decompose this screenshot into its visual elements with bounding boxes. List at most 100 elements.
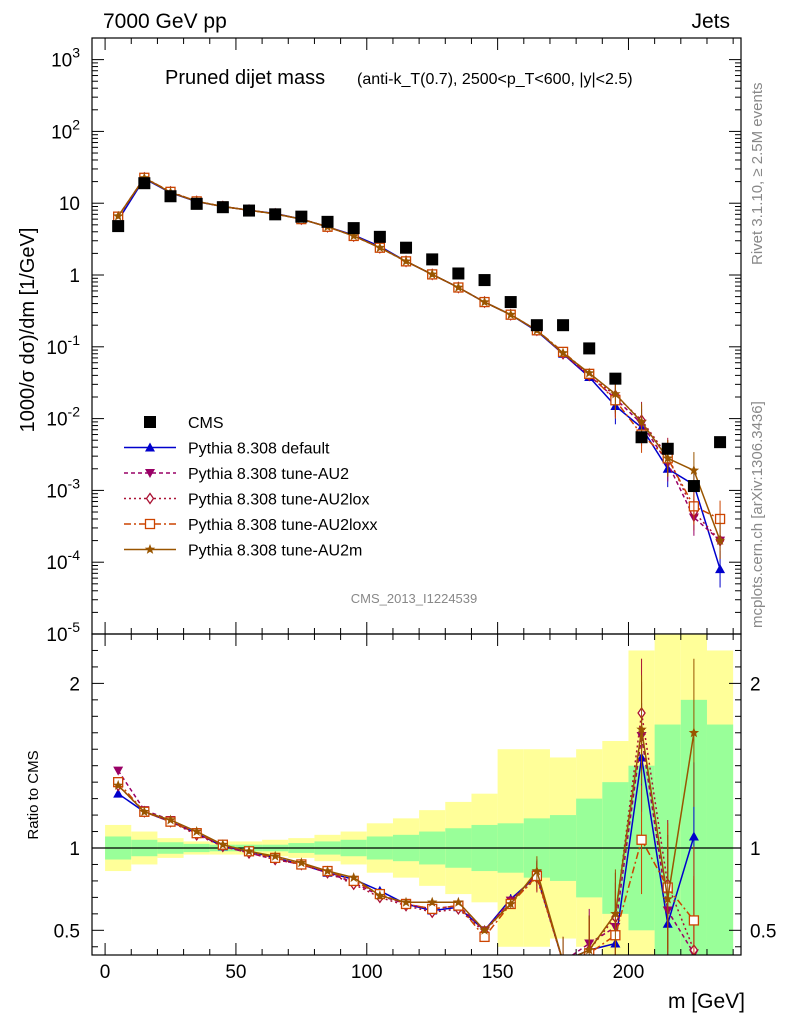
ratio-point bbox=[243, 845, 255, 856]
ratio-point bbox=[558, 956, 569, 966]
series-point bbox=[400, 255, 412, 266]
y-tick-label: 102 bbox=[51, 116, 80, 143]
ratio-tick-label-left: 1 bbox=[69, 839, 80, 860]
series-point bbox=[112, 210, 124, 221]
ratio-tick-label-right: 2 bbox=[750, 674, 761, 695]
band-inner-bin bbox=[706, 724, 734, 955]
ratio-point bbox=[558, 957, 568, 966]
main-panel: 10-5 10-4 10-3 10-2 10-1 1 10 102 103 bbox=[46, 37, 742, 646]
ratio-point bbox=[610, 908, 621, 919]
side-mcplots-label: mcplots.cern.ch [arXiv:1306.3436] bbox=[749, 401, 766, 628]
ratio-point bbox=[270, 850, 281, 861]
y-tick-label: 10 bbox=[59, 194, 80, 215]
series-line bbox=[117, 176, 721, 542]
series-line bbox=[117, 176, 721, 541]
ratio-point bbox=[558, 958, 568, 967]
data-point bbox=[557, 319, 570, 332]
chart-title-sub: (anti-k_T(0.7), 2500<p_T<600, |y|<2.5) bbox=[357, 71, 633, 88]
legend-label: Pythia 8.308 tune-AU2m bbox=[188, 543, 362, 560]
series-point bbox=[584, 367, 595, 378]
ratio-point bbox=[688, 831, 699, 841]
ratio-point bbox=[427, 903, 438, 915]
legend-entry: CMS bbox=[144, 415, 224, 432]
data-point bbox=[112, 220, 125, 233]
legend-entry: Pythia 8.308 tune-AU2lox bbox=[124, 492, 369, 509]
ratio-point bbox=[322, 865, 333, 876]
data-point bbox=[687, 480, 700, 493]
ratio-point bbox=[560, 957, 567, 967]
data-point bbox=[504, 296, 517, 309]
x-tick-label: 0 bbox=[100, 962, 111, 983]
y-axis-label: 1000/σ dσ)/dm [1/GeV] bbox=[17, 228, 39, 433]
ratio-series-au2m bbox=[112, 658, 700, 966]
ratio-point bbox=[427, 896, 438, 907]
legend-label: CMS bbox=[188, 415, 224, 432]
ratio-tick-label-right: 1 bbox=[750, 839, 761, 860]
y-tick-label: 10-4 bbox=[46, 547, 80, 574]
main-y-tick-labels: 10-5 10-4 10-3 10-2 10-1 1 10 102 103 bbox=[46, 45, 80, 646]
legend-label: Pythia 8.308 tune-AU2lox bbox=[188, 492, 369, 509]
series-point bbox=[479, 296, 490, 307]
y-tick-label: 10-5 bbox=[46, 619, 80, 646]
ratio-panel: 0.5 0.5 1 1 2 2 bbox=[54, 633, 776, 967]
data-point bbox=[609, 372, 622, 385]
main-y-ticks bbox=[92, 37, 741, 635]
legend-marker bbox=[144, 416, 156, 428]
cms-data-points bbox=[112, 177, 727, 493]
ratio-point bbox=[113, 788, 124, 798]
data-point bbox=[243, 204, 256, 217]
data-point bbox=[530, 319, 543, 332]
data-point bbox=[321, 215, 334, 228]
data-point bbox=[269, 208, 282, 221]
data-point bbox=[216, 201, 229, 214]
y-tick-label: 103 bbox=[51, 45, 80, 72]
legend-entry: Pythia 8.308 tune-AU2 bbox=[124, 466, 349, 483]
legend-label: Pythia 8.308 tune-AU2loxx bbox=[188, 517, 377, 534]
chart-title-main: Pruned dijet mass bbox=[165, 67, 325, 89]
ratio-tick-label-right: 0.5 bbox=[750, 921, 776, 942]
legend-entry: Pythia 8.308 tune-AU2m bbox=[124, 543, 362, 560]
ratio-point bbox=[584, 944, 595, 955]
ratio-point bbox=[113, 766, 124, 776]
ratio-point bbox=[112, 779, 124, 790]
ratio-point bbox=[139, 806, 150, 817]
data-point bbox=[426, 253, 439, 266]
data-point bbox=[635, 431, 648, 444]
y-tick-label: 1 bbox=[69, 266, 80, 287]
data-point bbox=[478, 274, 491, 287]
legend-entry: Pythia 8.308 tune-AU2loxx bbox=[124, 517, 377, 534]
series-point bbox=[557, 347, 569, 358]
data-point bbox=[400, 241, 413, 254]
ratio-tick-label-left: 0.5 bbox=[54, 921, 80, 942]
analysis-id-watermark: CMS_2013_I1224539 bbox=[351, 591, 478, 606]
ratio-tick-label-left: 2 bbox=[69, 674, 80, 695]
ratio-point bbox=[531, 865, 543, 876]
ratio-mc-curves bbox=[112, 658, 700, 967]
data-point bbox=[138, 177, 151, 190]
data-point bbox=[661, 442, 674, 455]
ratio-point bbox=[400, 896, 412, 907]
ratio-point bbox=[479, 931, 490, 943]
ratio-point bbox=[688, 915, 700, 926]
x-tick-label: 100 bbox=[351, 962, 383, 983]
legend-label: Pythia 8.308 default bbox=[188, 441, 330, 458]
ratio-point bbox=[636, 834, 647, 845]
series-point bbox=[505, 309, 516, 320]
ratio-point bbox=[296, 857, 307, 868]
legend-marker bbox=[144, 518, 156, 530]
header-right: Jets bbox=[691, 10, 730, 33]
series-point bbox=[348, 230, 359, 241]
x-ticks: 0 50 100 150 200 bbox=[100, 38, 734, 983]
ratio-frame bbox=[91, 633, 742, 956]
legend-marker bbox=[145, 492, 155, 505]
data-point bbox=[452, 267, 465, 280]
ratio-point bbox=[348, 872, 359, 883]
ratio-point bbox=[688, 727, 700, 738]
x-axis-label: m [GeV] bbox=[668, 990, 745, 1013]
series-line bbox=[117, 176, 721, 542]
data-point bbox=[295, 210, 308, 223]
series-point bbox=[374, 242, 386, 253]
legend-marker bbox=[144, 544, 156, 554]
ratio-point bbox=[662, 893, 673, 904]
ratio-point bbox=[165, 814, 176, 825]
